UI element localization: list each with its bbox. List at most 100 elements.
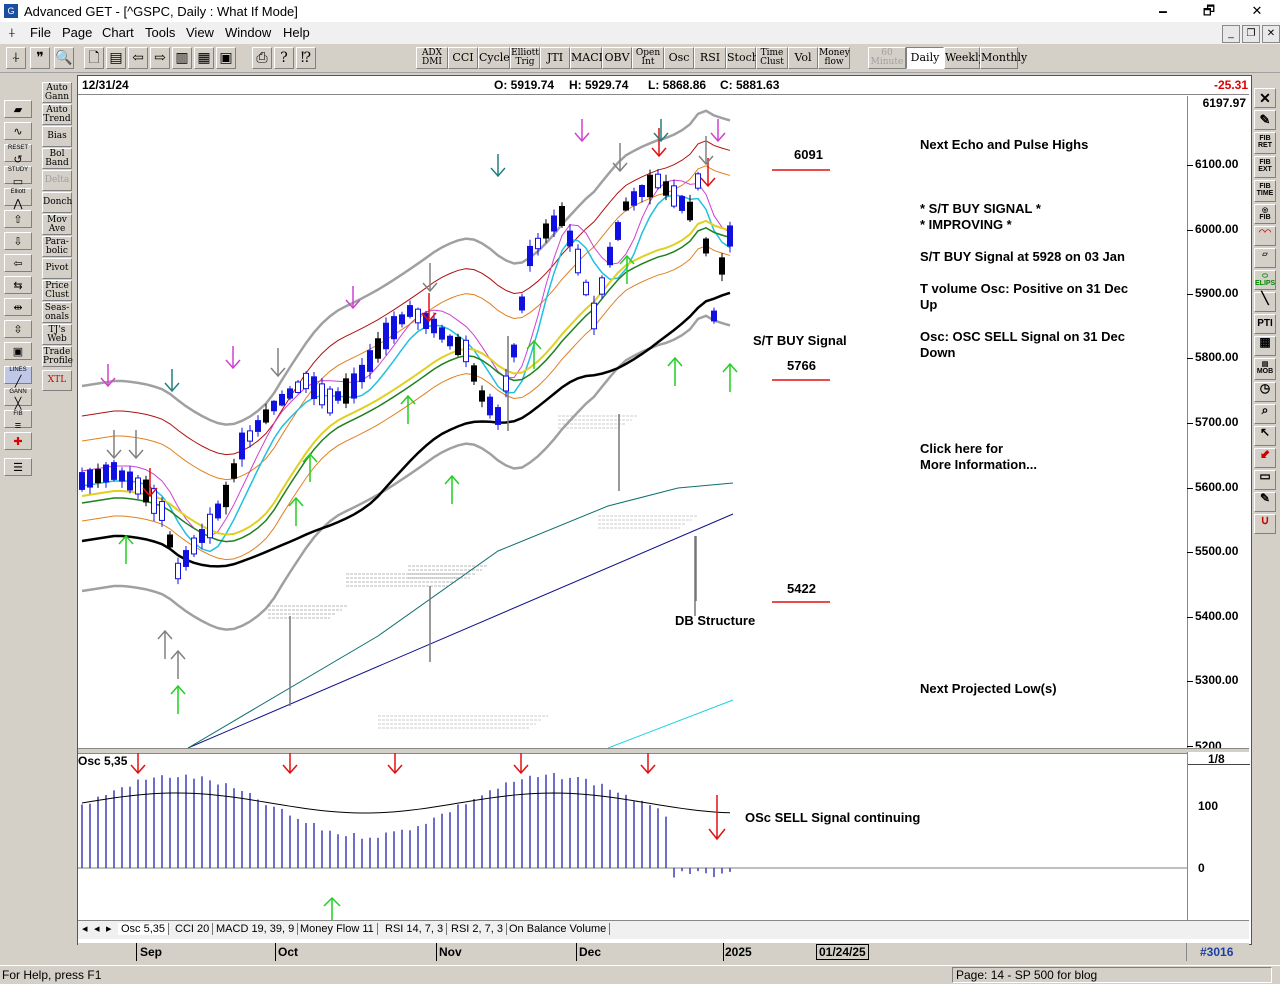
list-tool-icon[interactable]: ☰ xyxy=(4,458,32,476)
study-pivot-button[interactable]: Pivot xyxy=(42,258,72,279)
study-seasonals-button[interactable]: Seas-onals xyxy=(42,302,72,323)
arrow-up-icon[interactable]: ⇧ xyxy=(4,210,32,228)
text-tool-icon[interactable]: ▭ xyxy=(1254,470,1276,490)
mdi-restore-button[interactable]: ❐ xyxy=(1242,25,1260,43)
quote-tool-icon[interactable]: ❞ xyxy=(30,47,50,69)
layout-icon[interactable]: ▥ xyxy=(172,47,192,69)
period-monthly-button[interactable]: Monthly xyxy=(980,47,1027,69)
tab-prev-icon[interactable]: ◂ xyxy=(94,923,100,935)
study-vol-button[interactable]: Vol xyxy=(788,47,818,69)
period-weekly-button[interactable]: Weekly xyxy=(944,47,985,69)
tab-cci[interactable]: CCI 20 xyxy=(172,923,214,935)
tab-rsi-14[interactable]: RSI 14, 7, 3 xyxy=(382,923,448,935)
study-bias-button[interactable]: Bias xyxy=(42,126,72,147)
next-icon[interactable]: ⇨ xyxy=(150,47,170,69)
magnify-icon[interactable]: ⌕ xyxy=(1254,404,1276,424)
study-autotrend-button[interactable]: Auto Trend xyxy=(42,104,72,125)
fib-ext-icon[interactable]: FIB EXT xyxy=(1254,156,1276,178)
reset-icon[interactable]: RESET ↺ xyxy=(4,144,32,166)
study-icon[interactable]: STUDY ▭ xyxy=(4,166,32,188)
fan-icon[interactable]: ◠◠ xyxy=(1254,226,1276,246)
tab-obv[interactable]: On Balance Volume xyxy=(506,923,611,935)
menu-window[interactable]: Window xyxy=(225,25,272,40)
close-button[interactable]: ✕ xyxy=(1240,0,1274,22)
arrow-draw-icon[interactable]: ⬋ xyxy=(1254,448,1276,468)
open-icon[interactable]: ▤ xyxy=(106,47,126,69)
frame-icon[interactable]: ▣ xyxy=(4,342,32,360)
price-chart[interactable] xyxy=(78,96,1187,748)
prev-icon[interactable]: ⇦ xyxy=(128,47,148,69)
study-movave-button[interactable]: Mov Ave xyxy=(42,214,72,235)
bars-compress-icon[interactable]: ⇆ xyxy=(4,276,32,294)
folder-icon[interactable]: ▰ xyxy=(4,100,32,118)
edit-tool-icon[interactable]: ✎ xyxy=(1254,492,1276,512)
zoom-icon[interactable]: 🔍 xyxy=(54,47,74,69)
study-moneyflow-button[interactable]: Money flow xyxy=(818,47,850,69)
fib-time-icon[interactable]: FIB TIME xyxy=(1254,180,1276,202)
study-parabolic-button[interactable]: Para-bolic xyxy=(42,236,72,257)
waves-icon[interactable]: ∿ xyxy=(4,122,32,140)
pencil-icon[interactable]: ✎ xyxy=(1254,110,1276,130)
arrow-left-icon[interactable]: ⇦ xyxy=(4,254,32,272)
menu-tools[interactable]: Tools xyxy=(145,25,176,40)
new-page-icon[interactable]: 🗋 xyxy=(84,47,104,69)
maximize-button[interactable]: 🗗 xyxy=(1202,3,1216,18)
mob-icon[interactable]: ▤ MOB xyxy=(1254,358,1276,380)
study-adx-button[interactable]: ADX DMI xyxy=(416,47,448,69)
tab-osc[interactable]: Osc 5,35 xyxy=(118,923,170,935)
study-bolband-button[interactable]: Bol Band xyxy=(42,148,72,169)
pointer-icon[interactable]: ↖ xyxy=(1254,426,1276,446)
study-autogann-button[interactable]: Auto Gann xyxy=(42,82,72,103)
clock-icon[interactable]: ◷ xyxy=(1254,382,1276,402)
lines-tool-icon[interactable]: LINES ╱ xyxy=(4,366,32,388)
context-help-icon[interactable]: ⁉ xyxy=(296,47,316,69)
study-osc-button[interactable]: Osc xyxy=(664,47,694,69)
trendline-icon[interactable]: ╲ xyxy=(1254,292,1276,312)
mdi-close-button[interactable]: ✕ xyxy=(1262,25,1280,43)
tab-next-icon[interactable]: ▸ xyxy=(106,923,112,935)
study-obv-button[interactable]: OBV xyxy=(602,47,632,69)
menu-view[interactable]: View xyxy=(186,25,214,40)
scale-icon[interactable]: ⇳ xyxy=(4,320,32,338)
study-tradeprofile-button[interactable]: Trade Profile xyxy=(42,346,73,367)
study-jti-button[interactable]: JTI xyxy=(540,47,570,69)
tab-moneyflow[interactable]: Money Flow 11 xyxy=(297,923,378,935)
study-tjsweb-button[interactable]: TJ's Web xyxy=(42,324,72,345)
fib-circle-icon[interactable]: ◎ FIB xyxy=(1254,204,1276,224)
fib-tool-icon[interactable]: FIB ≡ xyxy=(4,410,32,432)
tab-macd[interactable]: MACD 19, 39, 9 xyxy=(213,923,299,935)
study-openint-button[interactable]: Open Int xyxy=(632,47,664,69)
study-rsi-button[interactable]: RSI xyxy=(694,47,726,69)
cursor-tool-icon[interactable]: ⍭ xyxy=(6,47,26,69)
pane-splitter[interactable] xyxy=(78,748,1249,754)
menu-help[interactable]: Help xyxy=(283,25,310,40)
arrow-down-icon[interactable]: ⇩ xyxy=(4,232,32,250)
period-60min-button[interactable]: 60 Minute xyxy=(868,47,906,69)
study-macd-button[interactable]: MACD xyxy=(570,47,607,69)
tab-rsi-2[interactable]: RSI 2, 7, 3 xyxy=(448,923,507,935)
table-icon[interactable]: ▦ xyxy=(1254,336,1276,356)
more-info-link[interactable]: More Information... xyxy=(920,457,1037,472)
grid-icon[interactable]: ▦ xyxy=(194,47,214,69)
help-icon[interactable]: ? xyxy=(274,47,294,69)
study-elliott-button[interactable]: Elliott Trig xyxy=(510,47,540,69)
click-here-link[interactable]: Click here for xyxy=(920,441,1004,456)
pti-icon[interactable]: PTI xyxy=(1254,314,1276,334)
mdi-minimize-button[interactable]: _ xyxy=(1222,25,1240,43)
period-daily-button[interactable]: Daily xyxy=(906,47,944,69)
menu-page[interactable]: Page xyxy=(62,25,93,40)
fib-ret-icon[interactable]: FIB RET xyxy=(1254,132,1276,154)
doc-icon[interactable]: ⍭ xyxy=(8,25,16,40)
oscillator-chart[interactable] xyxy=(78,753,1187,920)
study-stoch-button[interactable]: Stoch xyxy=(726,47,759,69)
gann-tool-icon[interactable]: GANN ╳ xyxy=(4,388,32,410)
cross-tool-icon[interactable]: ✚ xyxy=(4,432,32,450)
study-xtl-button[interactable]: XTL xyxy=(42,370,72,391)
close-chart-icon[interactable]: ✕ xyxy=(1254,88,1276,108)
channel-icon[interactable]: ▱ xyxy=(1254,248,1276,268)
properties-icon[interactable]: ▣ xyxy=(216,47,236,69)
study-cycles-button[interactable]: Cycles xyxy=(478,47,515,69)
study-donch-button[interactable]: Donch xyxy=(42,192,72,213)
study-priceclust-button[interactable]: Price Clust xyxy=(42,280,72,301)
elliott-tool-icon[interactable]: Elliott ⋀ xyxy=(4,188,32,210)
